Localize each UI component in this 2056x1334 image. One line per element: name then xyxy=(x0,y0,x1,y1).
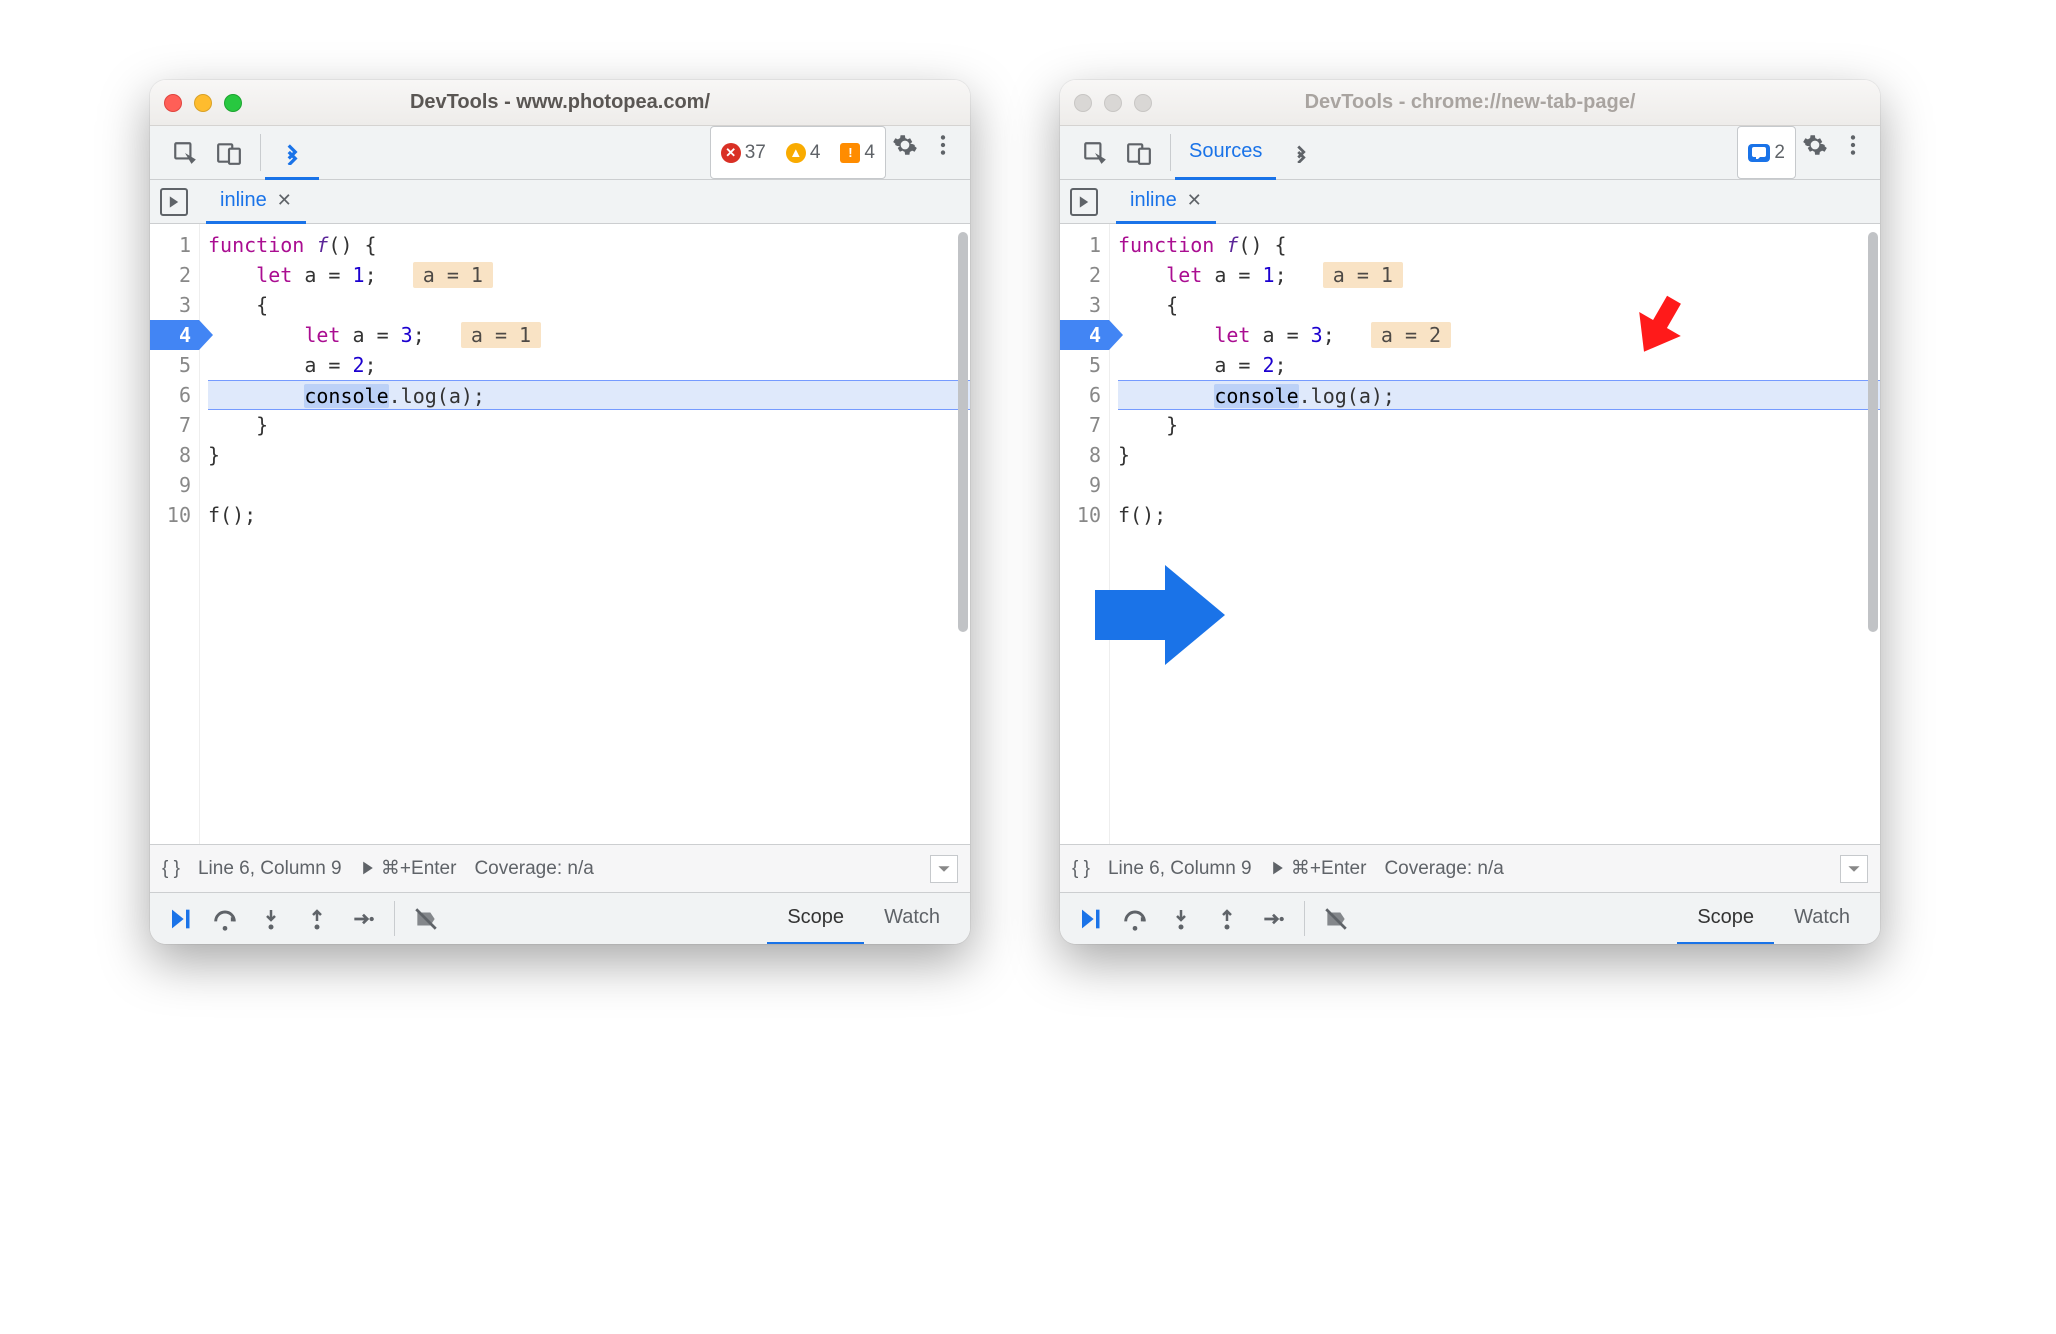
more-menu-icon[interactable] xyxy=(924,126,962,164)
scrollbar-thumb[interactable] xyxy=(958,232,968,632)
console-badges[interactable]: ✕37 ▲4 !4 xyxy=(710,126,886,179)
scope-tab[interactable]: Scope xyxy=(1677,893,1774,944)
line-gutter: 12345678910 xyxy=(150,224,200,844)
inspect-icon[interactable] xyxy=(166,134,204,172)
watch-tab[interactable]: Watch xyxy=(1774,893,1870,944)
status-bar: { } Line 6, Column 9 ⌘+Enter Coverage: n… xyxy=(1060,844,1880,892)
console-badges[interactable]: 2 xyxy=(1737,126,1796,179)
code-body[interactable]: function f() { let a = 1; a = 1 { let a … xyxy=(200,224,970,844)
pretty-print-icon[interactable]: { } xyxy=(1072,858,1090,880)
step-icon[interactable] xyxy=(344,900,382,938)
window-title: DevTools - www.photopea.com/ xyxy=(150,91,970,114)
resume-icon[interactable] xyxy=(160,900,198,938)
minimize-traffic-light[interactable] xyxy=(1104,94,1122,112)
step-into-icon[interactable] xyxy=(252,900,290,938)
code-editor[interactable]: 12345678910 function f() { let a = 1; a … xyxy=(150,224,970,844)
navigator-toggle-icon[interactable] xyxy=(1070,188,1098,216)
sources-tab[interactable]: Sources xyxy=(1175,126,1276,180)
settings-gear-icon[interactable] xyxy=(886,126,924,164)
step-over-icon[interactable] xyxy=(1116,900,1154,938)
status-bar: { } Line 6, Column 9 ⌘+Enter Coverage: n… xyxy=(150,844,970,892)
settings-gear-icon[interactable] xyxy=(1796,126,1834,164)
device-toggle-icon[interactable] xyxy=(210,134,248,172)
code-editor[interactable]: 12345678910 function f() { let a = 1; a … xyxy=(1060,224,1880,844)
stage: DevTools - www.photopea.com/ ✕37 ▲4 !4 xyxy=(150,80,1900,1180)
close-traffic-light[interactable] xyxy=(1074,94,1092,112)
sources-subbar: inline ✕ xyxy=(1060,180,1880,224)
step-over-icon[interactable] xyxy=(206,900,244,938)
debugger-toolbar: Scope Watch xyxy=(1060,892,1880,944)
step-icon[interactable] xyxy=(1254,900,1292,938)
step-out-icon[interactable] xyxy=(298,900,336,938)
scrollbar-thumb[interactable] xyxy=(1868,232,1878,632)
coverage-status: Coverage: n/a xyxy=(474,858,593,880)
watch-tab[interactable]: Watch xyxy=(864,893,960,944)
scope-tab[interactable]: Scope xyxy=(767,893,864,944)
panel-overflow-icon[interactable] xyxy=(1276,126,1326,180)
window-title: DevTools - chrome://new-tab-page/ xyxy=(1060,91,1880,114)
step-out-icon[interactable] xyxy=(1208,900,1246,938)
more-menu-icon[interactable] xyxy=(1834,126,1872,164)
close-traffic-light[interactable] xyxy=(164,94,182,112)
deactivate-breakpoints-icon[interactable] xyxy=(1317,900,1355,938)
cursor-position: Line 6, Column 9 xyxy=(198,858,342,880)
minimize-traffic-light[interactable] xyxy=(194,94,212,112)
warnings-badge[interactable]: ▲4 xyxy=(778,129,829,176)
run-hint[interactable]: ⌘+Enter xyxy=(1270,857,1367,880)
maximize-traffic-light[interactable] xyxy=(1134,94,1152,112)
devtools-window-right: DevTools - chrome://new-tab-page/ Source… xyxy=(1060,80,1880,944)
inspect-icon[interactable] xyxy=(1076,134,1114,172)
devtools-window-left: DevTools - www.photopea.com/ ✕37 ▲4 !4 xyxy=(150,80,970,944)
messages-badge[interactable]: 2 xyxy=(1740,129,1793,176)
step-into-icon[interactable] xyxy=(1162,900,1200,938)
errors-badge[interactable]: ✕37 xyxy=(713,129,774,176)
resume-icon[interactable] xyxy=(1070,900,1108,938)
file-tab-inline[interactable]: inline ✕ xyxy=(1116,181,1216,224)
titlebar: DevTools - www.photopea.com/ xyxy=(150,80,970,126)
highlight-arrow-icon xyxy=(1620,284,1700,364)
deactivate-breakpoints-icon[interactable] xyxy=(407,900,445,938)
code-body[interactable]: function f() { let a = 1; a = 1 { let a … xyxy=(1110,224,1880,844)
device-toggle-icon[interactable] xyxy=(1120,134,1158,172)
main-toolbar: ✕37 ▲4 !4 xyxy=(150,126,970,180)
close-tab-icon[interactable]: ✕ xyxy=(277,190,292,211)
debugger-toolbar: Scope Watch xyxy=(150,892,970,944)
collapse-icon[interactable] xyxy=(1840,855,1868,883)
maximize-traffic-light[interactable] xyxy=(224,94,242,112)
run-hint[interactable]: ⌘+Enter xyxy=(360,857,457,880)
sources-subbar: inline ✕ xyxy=(150,180,970,224)
coverage-status: Coverage: n/a xyxy=(1384,858,1503,880)
close-tab-icon[interactable]: ✕ xyxy=(1187,190,1202,211)
main-toolbar: Sources 2 xyxy=(1060,126,1880,180)
cursor-position: Line 6, Column 9 xyxy=(1108,858,1252,880)
titlebar: DevTools - chrome://new-tab-page/ xyxy=(1060,80,1880,126)
navigator-toggle-icon[interactable] xyxy=(160,188,188,216)
transition-arrow-icon xyxy=(1095,560,1225,670)
issues-badge[interactable]: !4 xyxy=(832,129,883,176)
panel-overflow-icon[interactable] xyxy=(265,126,319,180)
traffic-lights xyxy=(1074,94,1152,112)
collapse-icon[interactable] xyxy=(930,855,958,883)
file-tab-inline[interactable]: inline ✕ xyxy=(206,181,306,224)
divider xyxy=(260,134,261,171)
line-gutter: 12345678910 xyxy=(1060,224,1110,844)
pretty-print-icon[interactable]: { } xyxy=(162,858,180,880)
traffic-lights xyxy=(164,94,242,112)
